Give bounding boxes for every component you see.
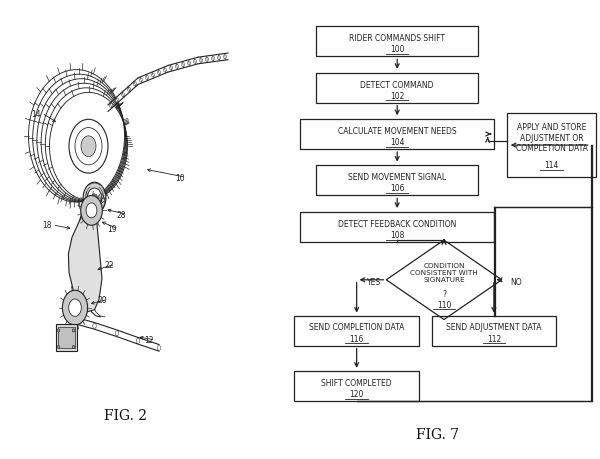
Circle shape — [199, 59, 203, 63]
Circle shape — [58, 346, 60, 349]
Circle shape — [193, 60, 197, 64]
Text: 10: 10 — [175, 174, 185, 182]
Polygon shape — [68, 198, 102, 312]
Text: 112: 112 — [487, 334, 501, 343]
Text: 108: 108 — [390, 230, 404, 239]
Circle shape — [176, 65, 179, 69]
Text: 100: 100 — [390, 45, 404, 54]
Circle shape — [170, 67, 173, 71]
Circle shape — [93, 324, 97, 329]
Circle shape — [139, 78, 143, 83]
Text: 120: 120 — [349, 389, 364, 398]
Bar — [431, 316, 556, 346]
Circle shape — [212, 57, 215, 62]
Text: SHIFT COMPLETED: SHIFT COMPLETED — [322, 378, 392, 387]
Text: 20: 20 — [97, 295, 107, 304]
Text: NO: NO — [510, 278, 521, 287]
Bar — [316, 73, 478, 103]
Circle shape — [157, 71, 161, 75]
Circle shape — [218, 56, 221, 61]
Text: 102: 102 — [390, 91, 404, 101]
Bar — [294, 316, 419, 346]
Circle shape — [75, 128, 102, 165]
Text: FIG. 7: FIG. 7 — [416, 427, 460, 442]
Text: SEND MOVEMENT SIGNAL: SEND MOVEMENT SIGNAL — [348, 173, 446, 182]
Circle shape — [206, 58, 209, 62]
Circle shape — [83, 183, 106, 214]
Bar — [58, 327, 75, 348]
Circle shape — [110, 104, 113, 108]
Circle shape — [187, 62, 191, 66]
Circle shape — [115, 99, 119, 103]
Bar — [301, 213, 494, 242]
Circle shape — [69, 120, 108, 174]
Bar — [56, 325, 77, 352]
Text: SEND COMPLETION DATA: SEND COMPLETION DATA — [309, 323, 404, 332]
Circle shape — [88, 189, 102, 208]
Bar — [316, 27, 478, 57]
Circle shape — [86, 203, 97, 218]
Bar — [301, 120, 494, 150]
Circle shape — [75, 319, 78, 324]
Circle shape — [80, 196, 102, 226]
Circle shape — [128, 88, 131, 92]
Text: CONDITION
CONSISTENT WITH
SIGNATURE: CONDITION CONSISTENT WITH SIGNATURE — [410, 262, 478, 282]
Circle shape — [136, 339, 140, 343]
Text: 28: 28 — [117, 211, 126, 219]
Text: APPLY AND STORE
ADJUSTMENT OR
COMPLETION DATA: APPLY AND STORE ADJUSTMENT OR COMPLETION… — [516, 123, 587, 153]
Text: YES: YES — [367, 278, 381, 287]
Text: 14: 14 — [31, 109, 41, 118]
Text: 22: 22 — [105, 260, 114, 269]
Circle shape — [133, 83, 137, 87]
Circle shape — [157, 346, 161, 351]
Circle shape — [122, 93, 125, 97]
Text: 18: 18 — [42, 221, 51, 230]
Circle shape — [69, 299, 82, 317]
Text: SEND ADJUSTMENT DATA: SEND ADJUSTMENT DATA — [446, 323, 542, 332]
Text: DETECT FEEDBACK CONDITION: DETECT FEEDBACK CONDITION — [338, 219, 457, 228]
Circle shape — [73, 346, 75, 349]
Circle shape — [151, 74, 155, 78]
Text: 12: 12 — [145, 336, 154, 345]
Circle shape — [182, 63, 185, 67]
Text: 114: 114 — [544, 161, 559, 170]
Circle shape — [73, 329, 75, 332]
Bar — [316, 166, 478, 196]
Circle shape — [146, 76, 149, 80]
Text: 110: 110 — [437, 300, 451, 309]
Text: 116: 116 — [349, 334, 364, 343]
Circle shape — [115, 331, 119, 336]
Text: 106: 106 — [390, 184, 404, 193]
Text: CALCULATE MOVEMENT NEEDS: CALCULATE MOVEMENT NEEDS — [338, 127, 457, 136]
Text: RIDER COMMANDS SHIFT: RIDER COMMANDS SHIFT — [349, 34, 445, 43]
Text: 19: 19 — [107, 225, 118, 234]
Circle shape — [58, 329, 60, 332]
Text: ?: ? — [442, 290, 446, 299]
Circle shape — [62, 291, 88, 325]
Circle shape — [91, 195, 97, 203]
Circle shape — [163, 69, 167, 73]
Bar — [294, 371, 419, 401]
Text: DETECT COMMAND: DETECT COMMAND — [361, 80, 434, 90]
Text: 104: 104 — [390, 138, 404, 147]
Text: FIG. 2: FIG. 2 — [104, 409, 148, 422]
Circle shape — [81, 136, 96, 157]
Circle shape — [223, 56, 227, 60]
Bar — [507, 114, 596, 178]
